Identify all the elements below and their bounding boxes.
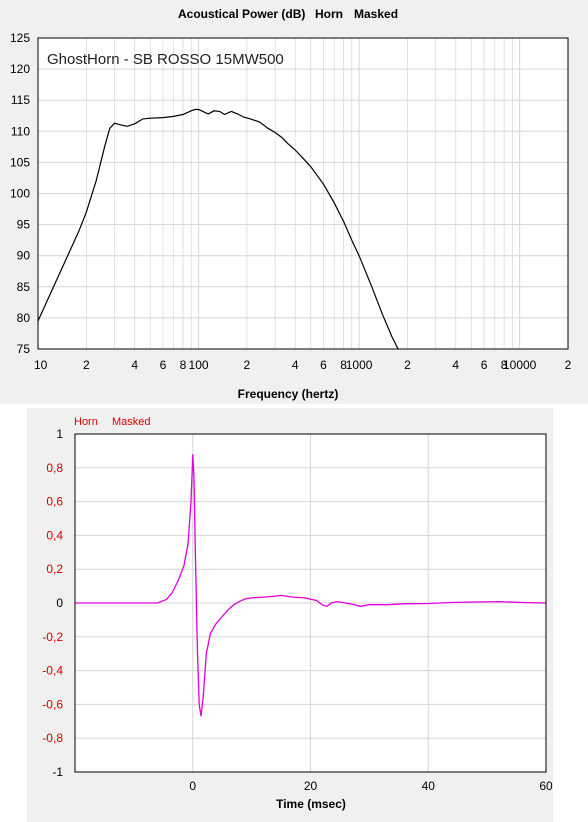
- x-tick-label: 0: [189, 779, 196, 793]
- impulse-response-panel: Horn Masked 1 0,8 0,6 0,4 0,2 0 -0,2 -0,4 -0,6 -0…: [27, 408, 553, 822]
- x-tick-label: 6: [481, 358, 488, 372]
- y-tick-label: 0,8: [46, 461, 63, 475]
- legend-masked: Masked: [112, 416, 151, 428]
- y-tick-label: 0,4: [46, 528, 63, 542]
- x-tick-label: 6: [160, 358, 167, 372]
- chart-title-tag-horn: Horn: [315, 7, 343, 21]
- chart-annotation: GhostHorn - SB ROSSO 15MW500: [47, 51, 284, 68]
- plot-border: [74, 433, 547, 773]
- x-tick-label: 10000: [503, 358, 537, 372]
- x-axis-label: Frequency (hertz): [238, 387, 339, 401]
- y-tick-label: 90: [17, 249, 31, 263]
- x-tick-label: 4: [131, 358, 138, 372]
- y-tick-label: -0,2: [42, 630, 63, 644]
- x-tick-label: 8: [340, 358, 347, 372]
- y-tick-label: 115: [11, 93, 30, 107]
- y-tick-label: 110: [11, 124, 30, 138]
- x-tick-label: 2: [244, 358, 251, 372]
- power-curve: [37, 108, 399, 350]
- y-tick-label: 125: [10, 31, 30, 45]
- y-tick-label: -0,8: [42, 731, 63, 745]
- x-tick-label: 8: [180, 358, 187, 372]
- y-tick-label: -0,6: [42, 697, 63, 711]
- chart-title: Acoustical Power (dB): [178, 7, 305, 21]
- x-tick-label: 2: [83, 358, 90, 372]
- y-tick-label: 0: [56, 596, 63, 610]
- y-tick-label: -0,4: [42, 664, 63, 678]
- x-tick-labels: 0 20 40 60: [189, 779, 553, 793]
- y-tick-label: 100: [10, 187, 30, 201]
- x-tick-label: 100: [189, 358, 209, 372]
- y-tick-label: 0,6: [46, 495, 63, 509]
- x-tick-label: 10: [34, 358, 48, 372]
- y-tick-labels: 1 0,8 0,6 0,4 0,2 0 -0,2 -0,4 -0,6 -0,8 -1: [42, 427, 63, 779]
- chart-title-tag-masked: Masked: [354, 7, 398, 21]
- grid-lines: [38, 38, 568, 349]
- x-tick-label: 2: [565, 358, 572, 372]
- y-tick-label: 75: [17, 342, 31, 356]
- y-tick-label: 85: [17, 280, 31, 294]
- acoustical-power-panel: Acoustical Power (dB) Horn Masked 75 80 85…: [0, 0, 588, 404]
- x-tick-label: 40: [422, 779, 436, 793]
- y-tick-label: -1: [52, 765, 63, 779]
- x-tick-label: 60: [539, 779, 553, 793]
- x-tick-label: 2: [404, 358, 411, 372]
- y-tick-labels: 75 80 85 90 95 100 105 110 115 120 125: [10, 31, 30, 356]
- plot-border: [37, 37, 569, 350]
- impulse-response-chart: Horn Masked 1 0,8 0,6 0,4 0,2 0 -0,2 -0,4 -0,6 -0…: [42, 416, 553, 811]
- legend-horn: Horn: [74, 416, 98, 428]
- y-tick-label: 0,2: [46, 562, 63, 576]
- x-axis-label: Time (msec): [276, 797, 346, 811]
- y-tick-label: 80: [17, 311, 31, 325]
- x-tick-label: 8: [501, 358, 508, 372]
- x-tick-label: 4: [452, 358, 459, 372]
- impulse-curve: [75, 454, 547, 717]
- x-tick-label: 1000: [346, 358, 373, 372]
- x-tick-label: 20: [304, 779, 318, 793]
- y-tick-label: 95: [17, 218, 31, 232]
- x-tick-label: 6: [320, 358, 327, 372]
- y-tick-label: 105: [10, 155, 30, 169]
- y-tick-label: 1: [56, 427, 63, 441]
- x-tick-label: 4: [292, 358, 299, 372]
- y-tick-label: 120: [10, 62, 30, 76]
- acoustical-power-chart: Acoustical Power (dB) Horn Masked 75 80 85…: [10, 7, 572, 401]
